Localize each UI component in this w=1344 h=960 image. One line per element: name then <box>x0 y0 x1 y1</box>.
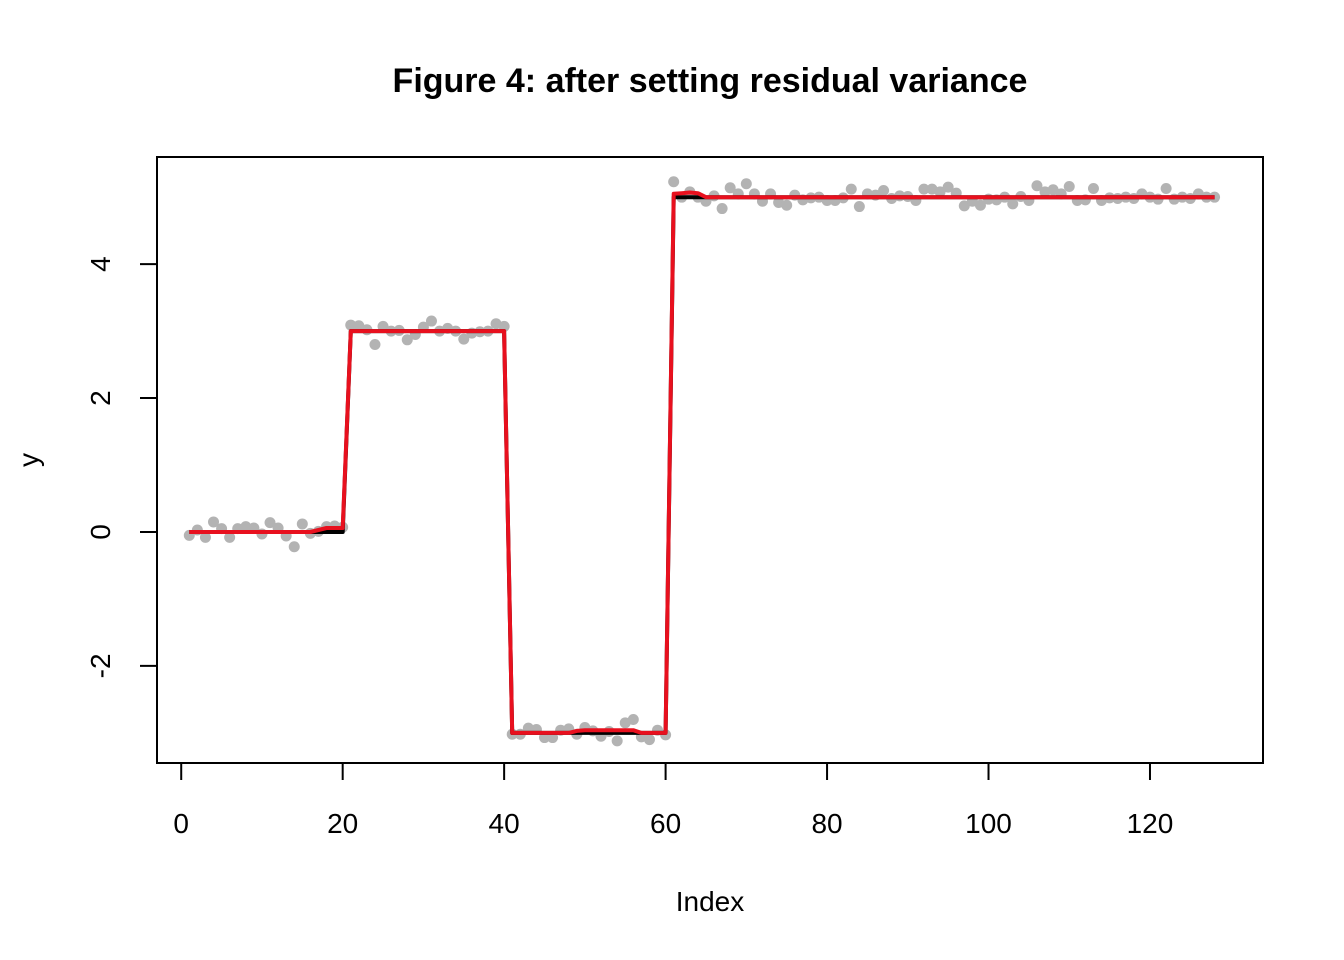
data-point <box>1087 182 1099 194</box>
data-point <box>942 181 954 193</box>
data-point <box>724 182 736 194</box>
data-point <box>934 186 946 198</box>
data-point <box>224 531 236 543</box>
x-tick-label: 40 <box>489 808 520 839</box>
y-tick-label: 4 <box>85 256 116 272</box>
chart-title: Figure 4: after setting residual varianc… <box>393 62 1028 100</box>
x-tick-label: 60 <box>650 808 681 839</box>
data-point <box>288 541 300 553</box>
data-point <box>1007 198 1019 210</box>
x-tick-label: 0 <box>173 808 189 839</box>
data-point <box>740 178 752 190</box>
x-tick-label: 20 <box>327 808 358 839</box>
truth-line <box>189 195 1215 735</box>
data-point <box>974 199 986 211</box>
data-point <box>1031 180 1043 192</box>
y-axis-label: y <box>13 453 44 467</box>
data-point <box>345 319 357 331</box>
y-axis: -2 0 2 4 <box>85 256 158 678</box>
series-lines <box>189 190 1215 735</box>
plot-frame <box>156 156 1264 764</box>
data-point <box>668 176 680 188</box>
y-tick-label: -2 <box>85 653 116 678</box>
data-point <box>611 735 623 747</box>
data-point <box>369 338 381 350</box>
data-point <box>958 200 970 212</box>
x-tick-label: 80 <box>811 808 842 839</box>
data-point <box>878 184 890 196</box>
data-point <box>627 713 639 725</box>
data-point <box>401 334 413 346</box>
data-point <box>781 199 793 211</box>
data-point <box>208 516 220 528</box>
data-point <box>240 521 252 533</box>
data-point <box>845 183 857 195</box>
data-point <box>199 531 211 543</box>
fit-line <box>189 190 1215 735</box>
y-tick-label: 0 <box>85 524 116 540</box>
data-point <box>853 201 865 213</box>
data-point <box>1063 180 1075 192</box>
data-point <box>296 518 308 530</box>
x-tick-label: 120 <box>1127 808 1174 839</box>
x-axis-label: Index <box>676 886 745 917</box>
x-axis: 0 20 40 60 80 100 120 <box>173 762 1174 839</box>
y-tick-label: 2 <box>85 390 116 406</box>
data-point <box>1160 182 1172 194</box>
data-point <box>458 333 470 345</box>
data-point <box>264 517 276 529</box>
data-points <box>183 176 1221 747</box>
data-point <box>918 183 930 195</box>
data-point <box>716 203 728 215</box>
data-point <box>643 734 655 746</box>
x-tick-label: 100 <box>965 808 1012 839</box>
data-point <box>425 315 437 327</box>
